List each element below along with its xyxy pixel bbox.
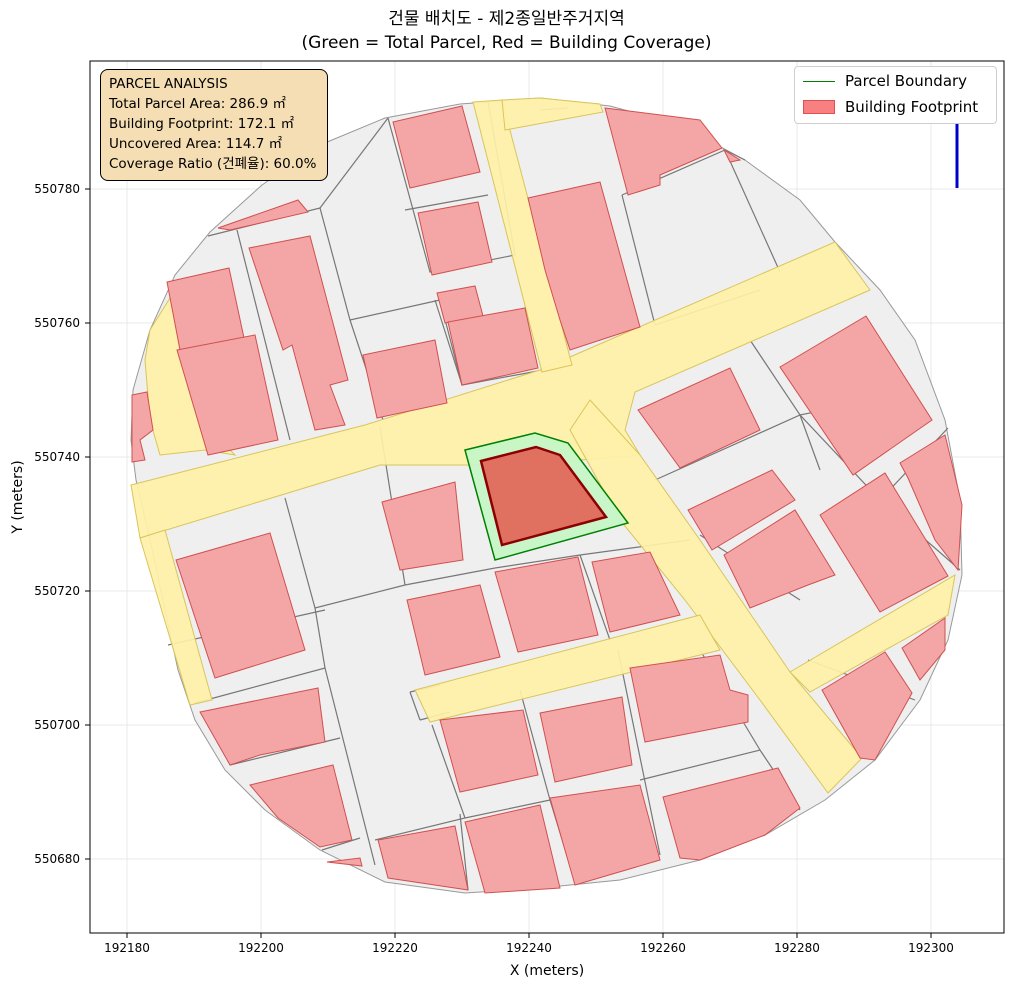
building-footprint (549, 784, 661, 886)
y-tick-label: 550760 (34, 316, 80, 330)
building-footprint (662, 767, 801, 861)
legend: Parcel Boundary Building Footprint (794, 66, 997, 124)
building-footprint (464, 804, 561, 894)
lot-line (459, 813, 469, 891)
building-footprint (217, 199, 309, 231)
y-axis: 550780 550760 550740 550720 550700 55068… (10, 182, 90, 866)
road-east-south (789, 574, 956, 693)
building-footprint (131, 391, 154, 463)
building-footprint (527, 181, 641, 351)
target-building-footprint (479, 445, 609, 547)
road-main-ew (130, 241, 871, 539)
info-total-area: Total Parcel Area: 286.9 ㎡ (109, 96, 286, 112)
y-tick-label: 550780 (34, 182, 80, 196)
building-footprint (591, 551, 681, 633)
info-coverage: Coverage Ratio (건폐율): 60.0% (109, 156, 317, 172)
building-footprint (176, 334, 279, 456)
building-footprint (439, 709, 539, 793)
building-footprint (494, 556, 599, 653)
parcel-line-swatch (803, 80, 835, 82)
y-tick-label: 550680 (34, 852, 80, 866)
x-tick-label: 192260 (640, 941, 686, 955)
building-footprint (821, 651, 913, 761)
lot-line (724, 149, 746, 161)
road-north-east (501, 97, 604, 131)
building-footprint (248, 235, 349, 431)
building-footprint (901, 617, 946, 681)
building-footprint (249, 764, 353, 848)
lot-line (194, 667, 376, 866)
plot-frame (89, 60, 1005, 934)
lot-line (799, 414, 821, 471)
lot-line (409, 691, 421, 721)
building-footprint (604, 107, 723, 196)
building-footprint (377, 825, 469, 891)
roads (130, 97, 956, 794)
x-tick-label: 192220 (372, 941, 418, 955)
x-tick-label: 192280 (774, 941, 820, 955)
info-heading: PARCEL ANALYSIS (109, 76, 228, 92)
lot-line (621, 194, 656, 326)
legend-item-building: Building Footprint (803, 96, 978, 118)
x-tick-label: 192240 (506, 941, 552, 955)
lot-line (404, 194, 489, 211)
buildings (131, 105, 963, 894)
road-north (472, 99, 573, 373)
y-tick-label: 550720 (34, 584, 80, 598)
info-footprint: Building Footprint: 172.1 ㎡ (109, 116, 295, 132)
building-footprint (175, 532, 306, 679)
building-footprint (539, 696, 633, 783)
x-tick-label: 192200 (238, 941, 284, 955)
legend-label-building: Building Footprint (845, 98, 979, 116)
lot-line (319, 117, 389, 209)
chart-subtitle: (Green = Total Parcel, Red = Building Co… (301, 33, 712, 53)
building-footprint (392, 105, 481, 189)
x-axis-label: X (meters) (510, 963, 584, 979)
x-tick-label: 192300 (908, 941, 954, 955)
building-footprint (637, 367, 761, 469)
lot-line (321, 837, 361, 851)
legend-label-parcel: Parcel Boundary (845, 72, 968, 90)
building-footprint (629, 654, 749, 743)
building-footprint (362, 339, 448, 419)
building-footprint (723, 509, 836, 609)
building-footprint (899, 434, 963, 572)
building-footprint (722, 148, 742, 163)
building-footprint (819, 472, 949, 613)
x-tick-label: 192180 (104, 941, 150, 955)
y-tick-label: 550740 (34, 450, 80, 464)
building-footprint (417, 201, 493, 276)
lot-line (617, 649, 661, 856)
lot-line (579, 554, 611, 641)
building-footprint (687, 469, 796, 551)
lot-line (314, 607, 326, 669)
building-footprint (199, 687, 326, 766)
chart-title: 건물 배치도 - 제2종일반주거지역 (388, 9, 625, 29)
legend-item-parcel: Parcel Boundary (803, 70, 967, 92)
lot-line (236, 229, 291, 441)
lot-line (434, 299, 463, 386)
road-west-south (139, 529, 213, 706)
building-footprint (381, 481, 464, 571)
building-footprint (447, 307, 539, 386)
lot-line (404, 567, 496, 586)
y-tick-label: 550700 (34, 718, 80, 732)
building-footprint (326, 857, 363, 867)
parcel-analysis-box: PARCEL ANALYSIS Total Parcel Area: 286.9… (100, 69, 328, 181)
road-south-ew (414, 614, 721, 723)
info-uncovered: Uncovered Area: 114.7 ㎡ (109, 136, 283, 152)
building-footprint (779, 315, 933, 476)
building-footprint (406, 584, 501, 676)
x-axis: 192180 192200 192220 192240 192260 19228… (104, 933, 954, 979)
building-patch-swatch (803, 100, 835, 114)
y-axis-label: Y (meters) (10, 460, 26, 534)
